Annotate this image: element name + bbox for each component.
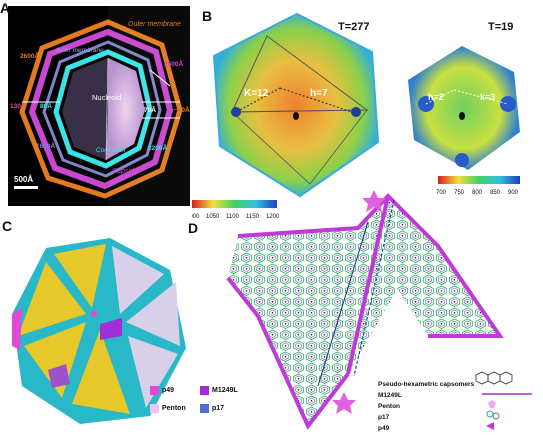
t19-tick: 900 — [508, 190, 519, 196]
panel-b: K=12 h=7 T=277 1000 1050 1100 1150 1200 … — [186, 0, 543, 222]
dim-2600: 2600Å — [20, 51, 39, 60]
t277-tick: 1200 — [266, 214, 280, 220]
swatch-p49 — [150, 386, 159, 395]
penton-star — [362, 190, 386, 212]
t277-title: T=277 — [338, 21, 370, 33]
t277-k-label: K=12 — [244, 88, 269, 99]
legend-label: M1249L — [212, 387, 238, 394]
t277-tick: 1050 — [206, 214, 220, 220]
panel-d-label: D — [188, 220, 199, 236]
legend-item-m1249l: M1249L — [200, 386, 238, 395]
scale-bar — [14, 186, 38, 189]
t19-capsid — [408, 46, 520, 170]
t277-tick: 1100 — [226, 214, 240, 220]
panel-d: Pseudo-hexametric capsomers M1249L Pento… — [188, 186, 543, 434]
dim-2500: 2500Å — [164, 59, 183, 68]
dim-2200: 2200Å — [148, 143, 167, 152]
p17-icon — [486, 410, 500, 420]
legend-label: p17 — [212, 405, 225, 412]
dim-80: 80Å — [40, 101, 52, 110]
t277-tick: 1000 — [192, 214, 200, 220]
p49-icon — [486, 422, 494, 430]
t19-k-label: k=3 — [480, 92, 495, 102]
panel-a-label: A — [0, 0, 11, 16]
legend-label: p17 — [378, 414, 390, 421]
t19-title: T=19 — [488, 21, 513, 33]
legend-label: Penton — [162, 405, 186, 412]
swatch-m1249l — [200, 386, 209, 395]
legend-label: Pseudo-hexametric capsomers — [378, 381, 474, 388]
panel-b-label: B — [202, 8, 213, 24]
t277-capsid — [214, 14, 378, 196]
panel-a: 500Å Outer membrane Inner membrane Nucle… — [0, 0, 190, 212]
capsomer-hex-icon — [475, 371, 513, 385]
t19-tick: 850 — [490, 190, 501, 196]
legend-label: p49 — [162, 387, 175, 394]
dim-70: 70Å — [144, 105, 156, 114]
legend-item-p49: p49 — [150, 386, 174, 395]
inner-membrane-label: Inner membrane — [56, 47, 104, 54]
t277-h-label: h=7 — [310, 88, 328, 99]
core-shell-label: Core shell — [96, 147, 126, 154]
legend-label: p49 — [378, 425, 390, 432]
capsid-label: Capsid — [112, 168, 135, 175]
penton-icon — [488, 400, 496, 408]
legend-label: M1249L — [378, 392, 402, 399]
penton-star — [332, 392, 356, 414]
dim-130: 130Å — [10, 101, 26, 110]
outer-membrane-label: Outer membrane — [128, 21, 181, 28]
nucleoid-label: Nucleoid — [92, 93, 121, 102]
scale-bar-label: 500Å — [14, 175, 33, 184]
panel-b-figure: K=12 h=7 T=277 1000 1050 1100 1150 1200 … — [186, 12, 520, 220]
t19-colorbar — [438, 176, 520, 184]
dim-50: ~50Å — [174, 105, 190, 114]
panel-d-legend: Pseudo-hexametric capsomers M1249L Pento… — [378, 371, 532, 432]
t277-colorbar — [192, 200, 277, 208]
legend-item-p17: p17 — [200, 404, 224, 413]
t277-tick: 1150 — [246, 214, 260, 220]
legend-item-penton: Penton — [150, 404, 186, 413]
panel-d-figure: Pseudo-hexametric capsomers M1249L Pento… — [226, 190, 532, 432]
legend-label: Penton — [378, 403, 400, 410]
swatch-p17 — [200, 404, 209, 413]
swatch-penton — [150, 404, 159, 413]
t19-tick: 700 — [436, 190, 447, 196]
panel-a-figure: 500Å Outer membrane Inner membrane Nucle… — [8, 6, 190, 206]
dim-1600: 1600Å — [36, 141, 55, 150]
t19-h-label: h=2 — [428, 92, 444, 102]
t19-tick: 800 — [472, 190, 483, 196]
t19-tick: 750 — [454, 190, 465, 196]
panel-c: C p49 M1249L Penton p17 — [0, 218, 238, 434]
panel-c-figure — [12, 238, 186, 424]
panel-c-label: C — [2, 218, 13, 234]
